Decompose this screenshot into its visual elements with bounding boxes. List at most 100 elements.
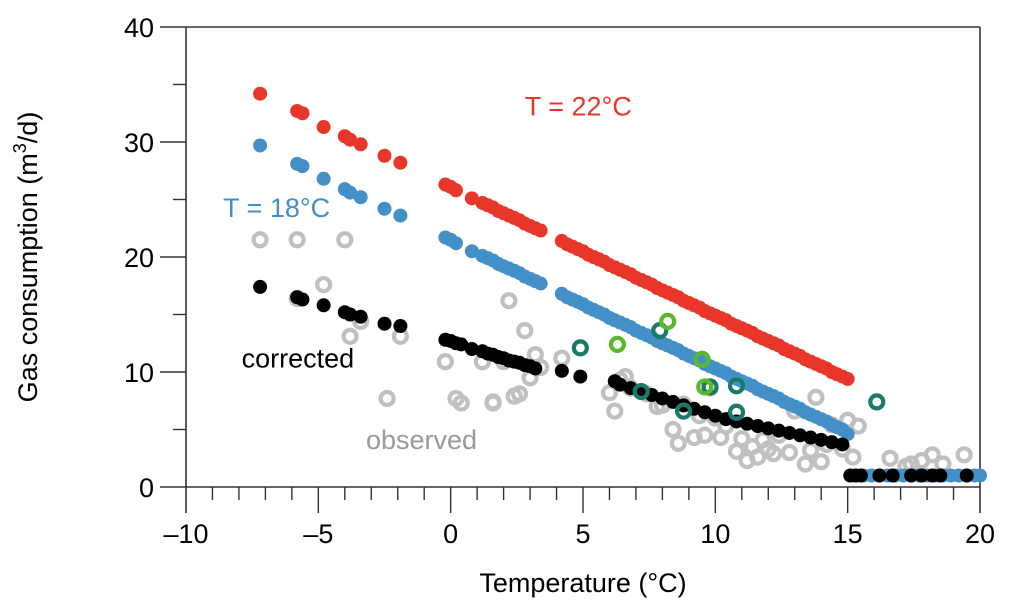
series-corrected	[253, 279, 974, 483]
axes: –10 –5 0 5 10 15 20 0 10 20 30 40	[124, 13, 995, 549]
data-point	[750, 419, 765, 434]
data-point	[840, 427, 855, 442]
data-point	[528, 361, 543, 376]
data-point	[377, 201, 392, 216]
data-point	[253, 86, 268, 101]
data-point	[393, 319, 408, 333]
data-point	[353, 137, 368, 152]
data-point	[343, 307, 358, 322]
data-point	[253, 138, 268, 153]
data-point	[727, 377, 746, 395]
data-point	[693, 350, 711, 368]
data-point	[632, 382, 650, 401]
data-point	[613, 377, 628, 392]
x-tick-label: 15	[833, 519, 863, 549]
data-point	[655, 391, 670, 406]
y-tick-label: 10	[124, 358, 154, 388]
data-point	[824, 435, 839, 450]
data-point	[608, 335, 627, 353]
data-point	[696, 378, 714, 396]
annotation-t18: T = 18°C	[223, 193, 330, 223]
data-point	[553, 349, 571, 367]
data-point	[571, 339, 589, 357]
data-point	[665, 394, 680, 409]
y-tick-label: 0	[139, 473, 154, 503]
data-point	[733, 430, 751, 448]
data-point	[923, 446, 941, 464]
data-point	[849, 417, 867, 435]
data-point	[253, 279, 268, 294]
data-point	[697, 405, 712, 420]
data-point	[353, 190, 368, 205]
series-t-18-c	[253, 138, 987, 483]
data-point	[904, 468, 919, 483]
annotation-t22: T = 22°C	[525, 92, 632, 122]
data-point	[600, 384, 619, 402]
data-point	[814, 432, 829, 447]
data-point	[500, 292, 518, 310]
data-point	[377, 148, 392, 163]
data-point	[464, 191, 479, 206]
data-point	[448, 236, 463, 251]
data-point	[393, 155, 408, 170]
y-axis-title-tail: /d)	[13, 112, 43, 144]
data-point	[853, 468, 868, 483]
data-point	[452, 394, 470, 412]
data-point	[295, 159, 310, 174]
data-point	[840, 371, 855, 386]
data-point	[448, 183, 463, 198]
data-point	[343, 185, 358, 200]
data-point	[696, 426, 714, 444]
data-point	[353, 309, 368, 324]
data-point	[872, 468, 887, 483]
data-point	[295, 292, 310, 307]
data-point	[573, 369, 588, 384]
data-point	[793, 428, 808, 443]
data-point	[749, 448, 767, 466]
data-point	[659, 312, 677, 330]
data-point	[510, 385, 529, 403]
data-point	[554, 363, 569, 378]
data-point	[844, 448, 862, 466]
x-axis-title: Temperature (°C)	[479, 568, 686, 598]
y-axis-title-main: Gas consumption (m	[13, 153, 43, 402]
annotation-observed: observed	[366, 425, 477, 455]
data-point	[295, 106, 310, 121]
data-point	[868, 393, 886, 411]
data-point	[436, 353, 454, 371]
data-point	[288, 231, 306, 249]
data-point	[516, 322, 534, 340]
data-point	[378, 389, 396, 408]
data-point	[802, 441, 820, 459]
data-point	[780, 443, 799, 462]
series-t-22-c	[253, 86, 855, 386]
data-point	[606, 402, 624, 420]
data-point	[812, 453, 830, 471]
data-point	[885, 468, 900, 483]
data-point	[764, 445, 783, 463]
data-point	[933, 468, 948, 483]
data-point	[533, 276, 548, 291]
data-point	[464, 342, 479, 356]
data-point	[955, 446, 973, 464]
x-tick-label: 10	[700, 519, 730, 549]
data-point	[782, 425, 797, 440]
data-point	[973, 468, 987, 483]
data-point	[835, 437, 850, 452]
y-tick-label: 20	[124, 243, 154, 273]
data-point	[708, 408, 723, 423]
y-axis-title: Gas consumption (m3/d)	[10, 112, 43, 403]
data-point	[377, 316, 392, 331]
x-tick-label: 20	[965, 519, 995, 549]
x-tick-label: –5	[303, 519, 333, 549]
data-point	[771, 423, 786, 438]
annotation-corrected: corrected	[242, 343, 355, 373]
data-point	[959, 468, 974, 483]
x-tick-label: 5	[575, 519, 590, 549]
data-point	[803, 430, 818, 445]
data-point	[664, 420, 682, 439]
data-point	[796, 455, 814, 473]
y-axis-title-superscript: 3	[10, 143, 30, 153]
data-point	[881, 449, 899, 467]
